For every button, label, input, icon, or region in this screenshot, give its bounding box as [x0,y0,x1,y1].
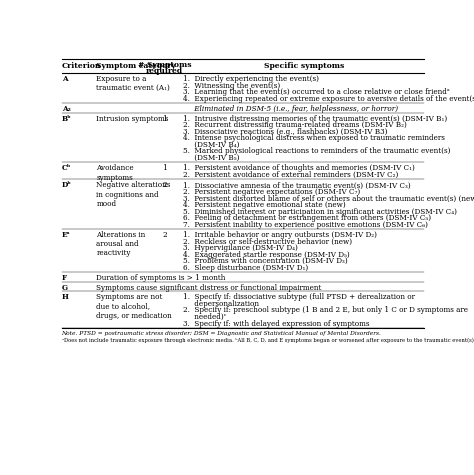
Text: 3.  Hypervigilance (DSM-IV D₄): 3. Hypervigilance (DSM-IV D₄) [183,244,298,252]
Text: 3.  Specify if: with delayed expression of symptoms: 3. Specify if: with delayed expression o… [183,320,370,328]
Text: Exposure to a
traumatic event (A₁): Exposure to a traumatic event (A₁) [96,75,170,92]
Text: # Symptoms: # Symptoms [138,61,191,69]
Text: 4.  Intense psychological distress when exposed to traumatic reminders: 4. Intense psychological distress when e… [183,134,445,142]
Text: 5.  Marked physiological reactions to reminders of the traumatic event(s): 5. Marked physiological reactions to rem… [183,147,451,155]
Text: 2.  Persistent negative expectations (DSM-IV C₇): 2. Persistent negative expectations (DSM… [183,188,361,196]
Text: 5.  Diminished interest or participation in significant activities (DSM-IV C₄): 5. Diminished interest or participation … [183,208,457,216]
Text: 3.  Persistent distorted blame of self or others about the traumatic event(s) (n: 3. Persistent distorted blame of self or… [183,194,474,202]
Text: A: A [62,75,67,83]
Text: Dᵇ: Dᵇ [62,181,71,190]
Text: Alterations in
arousal and
reactivity: Alterations in arousal and reactivity [96,231,146,257]
Text: 1: 1 [162,115,167,123]
Text: Eᵃ: Eᵃ [62,231,70,239]
Text: Bᵇ: Bᵇ [62,115,71,123]
Text: 4.  Exaggerated startle response (DSM-IV D₅): 4. Exaggerated startle response (DSM-IV … [183,251,350,259]
Text: 1.  Specify if: dissociative subtype (full PTSD + derealization or: 1. Specify if: dissociative subtype (ful… [183,294,415,302]
Text: Specific symptoms: Specific symptoms [264,62,344,70]
Text: 5.  Problems with concentration (DSM-IV D₃): 5. Problems with concentration (DSM-IV D… [183,257,348,265]
Text: Negative alterations
in cognitions and
mood: Negative alterations in cognitions and m… [96,181,171,208]
Text: 4.  Experiencing repeated or extreme exposure to aversive details of the event(s: 4. Experiencing repeated or extreme expo… [183,95,474,103]
Text: F: F [62,274,67,282]
Text: Cᵇ: Cᵇ [62,164,71,172]
Text: Criterion: Criterion [62,62,101,70]
Text: 2.  Witnessing the event(s): 2. Witnessing the event(s) [183,82,281,90]
Text: Note. PTSD = postraumatic stress disorder; DSM = Diagnostic and Statistical Manu: Note. PTSD = postraumatic stress disorde… [62,331,382,336]
Text: Avoidance
symptoms: Avoidance symptoms [96,164,134,181]
Text: 1.  Directly experiencing the event(s): 1. Directly experiencing the event(s) [183,75,319,83]
Text: needed)ᶜ: needed)ᶜ [183,313,227,321]
Text: 1.  Intrusive distressing memories of the traumatic event(s) (DSM-IV B₁): 1. Intrusive distressing memories of the… [183,115,447,123]
Text: 7.  Persistent inability to experience positive emotions (DSM-IV C₆): 7. Persistent inability to experience po… [183,220,428,228]
Text: 2.  Specify if: preschool subtype (1 B and 2 E, but only 1 C or D symptoms are: 2. Specify if: preschool subtype (1 B an… [183,306,468,314]
Text: Eliminated in DSM-5 (i.e., fear, helplessness, or horror): Eliminated in DSM-5 (i.e., fear, helples… [183,105,398,113]
Text: 1: 1 [162,164,167,172]
Text: 1.  Dissociative amnesia of the traumatic event(s) (DSM-IV C₃): 1. Dissociative amnesia of the traumatic… [183,181,411,190]
Text: 3.  Learning that the event(s) occurred to a close relative or close friendᵃ: 3. Learning that the event(s) occurred t… [183,88,450,96]
Text: 6.  Sleep disturbance (DSM-IV D₁): 6. Sleep disturbance (DSM-IV D₁) [183,264,309,272]
Text: Symptoms are not
due to alcohol,
drugs, or medication: Symptoms are not due to alcohol, drugs, … [96,294,172,320]
Text: 2.  Recurrent distressing trauma-related dreams (DSM-IV B₂): 2. Recurrent distressing trauma-related … [183,121,407,129]
Text: 1.  Persistent avoidance of thoughts and memories (DSM-IV C₁): 1. Persistent avoidance of thoughts and … [183,164,415,172]
Text: (DSM-IV B₅): (DSM-IV B₅) [183,154,240,162]
Text: 2: 2 [162,181,167,190]
Text: Symptom category: Symptom category [96,62,176,70]
Text: depersonalization: depersonalization [183,300,259,308]
Text: 2: 2 [162,231,167,239]
Text: Duration of symptoms is > 1 month: Duration of symptoms is > 1 month [96,274,226,282]
Text: required: required [146,66,183,75]
Text: A₂: A₂ [62,105,70,113]
Text: 2.  Reckless or self-destructive behavior (new): 2. Reckless or self-destructive behavior… [183,238,352,246]
Text: 3.  Dissociative reactions (e.g., flashbacks) (DSM-IV B3): 3. Dissociative reactions (e.g., flashba… [183,128,388,136]
Text: H: H [62,294,68,302]
Text: 2.  Persistent avoidance of external reminders (DSM-IV C₂): 2. Persistent avoidance of external remi… [183,171,399,179]
Text: Symptoms cause significant distress or functional impairment: Symptoms cause significant distress or f… [96,284,322,292]
Text: 6.  Feeling of detachment or estrangement from others (DSM-IV C₅): 6. Feeling of detachment or estrangement… [183,214,431,222]
Text: ᵃDoes not include traumatic exposure through electronic media. ᵇAll B, C, D, and: ᵃDoes not include traumatic exposure thr… [62,337,474,342]
Text: (DSM-IV B₄): (DSM-IV B₄) [183,141,240,149]
Text: Intrusion symptoms: Intrusion symptoms [96,115,169,123]
Text: G: G [62,284,68,292]
Text: 1.  Irritable behavior or angry outbursts (DSM-IV D₂): 1. Irritable behavior or angry outbursts… [183,231,377,239]
Text: 4.  Persistent negative emotional state (new): 4. Persistent negative emotional state (… [183,201,346,209]
